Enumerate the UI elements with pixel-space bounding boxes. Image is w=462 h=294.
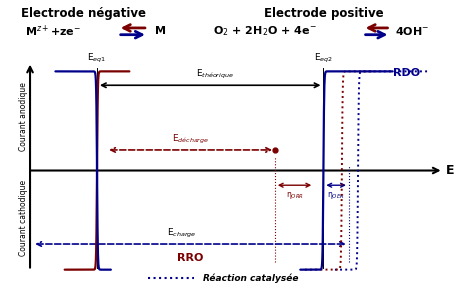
Text: Réaction catalysée: Réaction catalysée [203, 273, 299, 283]
Text: E$_{théorique}$: E$_{théorique}$ [196, 68, 234, 81]
Text: RDO: RDO [393, 68, 420, 78]
Text: Courant anodique: Courant anodique [18, 82, 28, 151]
Text: E: E [446, 164, 454, 177]
Text: RRO: RRO [177, 253, 204, 263]
Text: 4OH$^{-}$: 4OH$^{-}$ [395, 25, 430, 37]
Text: M$^{z+}$+ze$^{-}$: M$^{z+}$+ze$^{-}$ [25, 23, 82, 39]
Text: E$_{charge}$: E$_{charge}$ [167, 226, 196, 240]
Text: E$_{eq2}$: E$_{eq2}$ [314, 51, 333, 65]
Text: η$_{ORR}$: η$_{ORR}$ [286, 190, 304, 201]
Text: E$_{eq1}$: E$_{eq1}$ [87, 51, 107, 65]
Text: E$_{décharge}$: E$_{décharge}$ [172, 132, 209, 146]
Text: Electrode négative: Electrode négative [21, 7, 146, 20]
Text: Electrode positive: Electrode positive [264, 7, 383, 20]
Text: O$_2$ + 2H$_2$O + 4e$^{-}$: O$_2$ + 2H$_2$O + 4e$^{-}$ [213, 24, 316, 38]
Text: Courant cathodique: Courant cathodique [18, 180, 28, 255]
Text: M: M [155, 26, 166, 36]
Text: η$_{OER}$: η$_{OER}$ [327, 190, 345, 201]
